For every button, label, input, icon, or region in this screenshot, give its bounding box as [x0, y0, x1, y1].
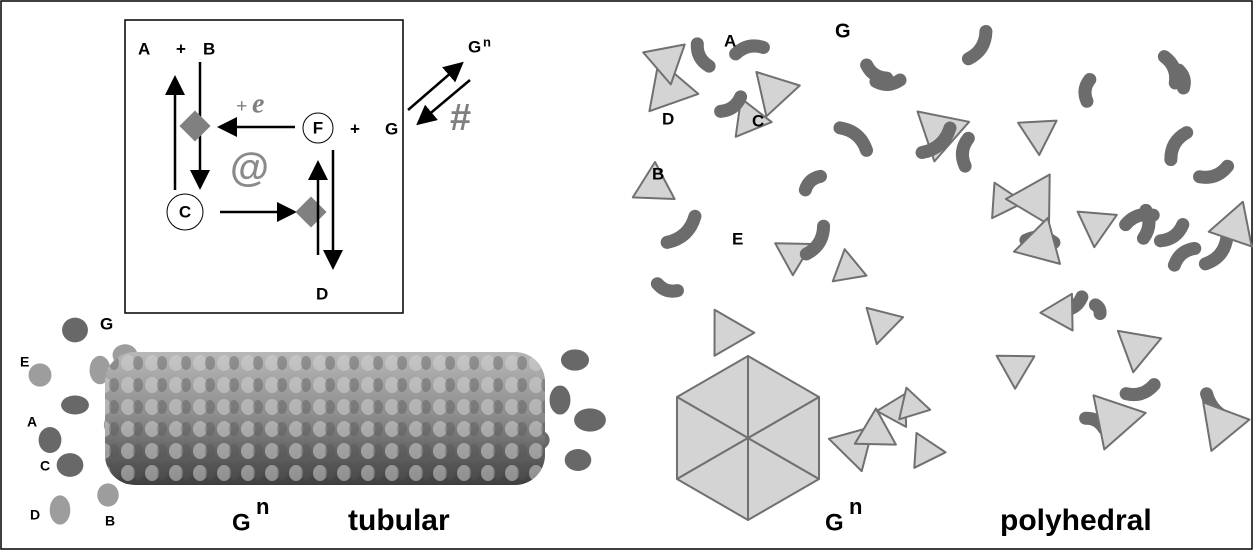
bean [1200, 166, 1228, 177]
bean [1160, 225, 1182, 241]
triangle [1094, 395, 1146, 449]
bean [667, 216, 695, 242]
label: E [732, 229, 743, 248]
triangle [1209, 202, 1252, 247]
subunit [57, 453, 84, 477]
bean [1143, 210, 1148, 238]
label: @ [230, 146, 269, 190]
label: G [385, 119, 398, 138]
caption: polyhedral [1000, 504, 1152, 537]
bean [806, 226, 823, 254]
label: + [350, 119, 360, 138]
bean [968, 31, 985, 58]
label: n [849, 494, 862, 519]
label: G [835, 20, 851, 42]
label: B [203, 39, 215, 58]
subunit [50, 495, 71, 524]
label: C [179, 202, 191, 221]
label: F [313, 118, 323, 137]
triangle [1203, 402, 1249, 451]
tubular-panel: G E A C D B G n tubular [20, 314, 606, 536]
subunit [97, 483, 118, 506]
triangle [1040, 294, 1072, 331]
subunit [29, 363, 52, 386]
triangle [756, 72, 799, 116]
triangle [914, 433, 945, 468]
label: n [256, 494, 269, 519]
bean [657, 284, 677, 291]
caption: tubular [348, 504, 450, 537]
label: + [176, 39, 186, 58]
bean [1205, 238, 1226, 264]
bean [805, 176, 820, 190]
triangle [899, 388, 930, 420]
label: G [825, 509, 844, 536]
label: B [105, 513, 115, 529]
bean [840, 128, 867, 150]
label: A [27, 414, 37, 430]
triangle [715, 310, 755, 356]
bean [697, 44, 709, 66]
bean [1095, 305, 1100, 314]
subunit [61, 396, 89, 415]
label: D [30, 507, 40, 523]
triangle [1078, 212, 1117, 248]
figure: A + B G n + e @ F + G # C D G E A C D B [0, 0, 1253, 550]
triangle [1006, 175, 1050, 225]
scheme: A + B G n + e @ F + G # C D [125, 20, 491, 313]
label: C [752, 111, 764, 130]
label: D [316, 284, 328, 303]
subunit [574, 408, 606, 431]
bean [736, 46, 764, 54]
bean [1085, 79, 1090, 101]
label: + [236, 96, 247, 118]
triangle [867, 308, 904, 344]
triangle [997, 356, 1035, 389]
label: G [232, 509, 251, 536]
polyhedral-panel: A G D C B E G n polyhedral [633, 20, 1252, 537]
triangle [833, 249, 867, 281]
label: G [468, 37, 481, 56]
subunit [39, 427, 62, 453]
label: A [724, 31, 736, 50]
subunit [550, 385, 571, 414]
subunit [565, 449, 592, 471]
tube-texture [105, 352, 545, 485]
label: B [652, 164, 664, 183]
bean [876, 80, 900, 84]
subunit [62, 318, 88, 343]
bean [1174, 248, 1194, 265]
bean [1126, 385, 1154, 395]
subunit [561, 349, 589, 370]
triangle [1118, 331, 1161, 372]
bean [1171, 133, 1187, 160]
label: A [138, 39, 150, 58]
label: # [450, 97, 471, 139]
label: n [483, 34, 491, 49]
label: D [662, 109, 674, 128]
label: E [20, 354, 29, 370]
label: G [100, 314, 113, 333]
bean [1164, 57, 1175, 83]
bean [721, 97, 741, 111]
label: e [252, 88, 264, 119]
bean [962, 138, 968, 166]
label: C [40, 458, 50, 474]
triangle [1018, 121, 1057, 155]
